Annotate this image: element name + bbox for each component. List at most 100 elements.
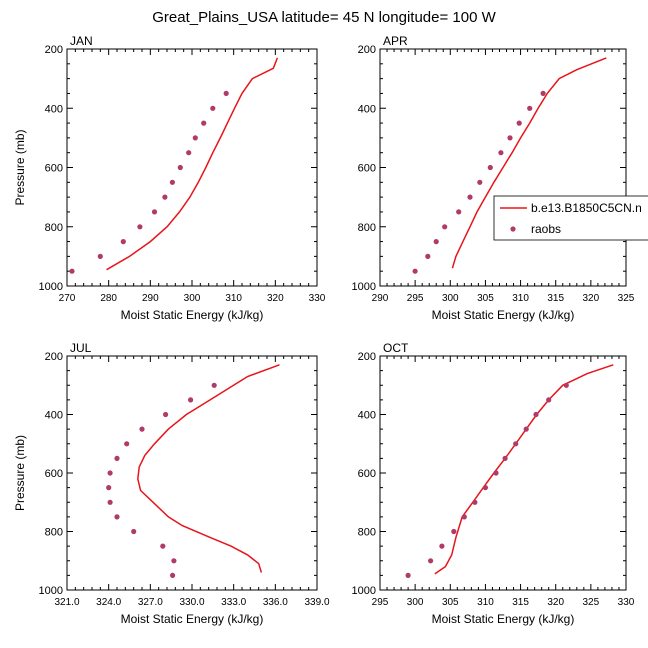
raobs-point (502, 455, 508, 461)
raobs-point (482, 485, 488, 491)
raobs-point (507, 135, 513, 141)
x-tick-label: 300 (407, 597, 424, 608)
x-tick-label: 300 (442, 293, 459, 304)
raobs-point (412, 268, 418, 274)
x-tick-label: 295 (407, 293, 424, 304)
raobs-point (442, 224, 448, 230)
y-tick-label: 600 (45, 468, 63, 480)
raobs-point (114, 514, 120, 520)
raobs-point (124, 441, 130, 447)
panel-frame (66, 355, 318, 591)
x-tick-label: 333.0 (221, 597, 246, 608)
x-tick-label: 320 (267, 293, 284, 304)
raobs-point (162, 194, 168, 200)
y-tick-label: 400 (358, 103, 376, 115)
raobs-point (114, 455, 120, 461)
raobs-point (210, 105, 216, 111)
x-tick-label: 325 (583, 597, 600, 608)
x-tick-label: 280 (100, 293, 117, 304)
raobs-point (472, 499, 478, 505)
panel-title: JAN (70, 34, 93, 48)
x-axis-label: Moist Static Energy (kJ/kg) (121, 612, 264, 626)
x-tick-label: 310 (512, 293, 529, 304)
x-tick-label: 320 (583, 293, 600, 304)
raobs-point (107, 470, 113, 476)
raobs-point (151, 209, 158, 215)
x-tick-label: 330 (618, 597, 635, 608)
x-tick-label: 305 (442, 597, 459, 608)
panel-title: APR (383, 34, 408, 48)
x-tick-label: 327.0 (138, 597, 163, 608)
raobs-point (467, 194, 473, 200)
raobs-point (192, 135, 198, 141)
x-tick-label: 325 (618, 293, 635, 304)
x-tick-label: 290 (372, 293, 389, 304)
x-tick-label: 330.0 (179, 597, 204, 608)
y-tick-label: 800 (358, 222, 376, 234)
raobs-point (405, 572, 411, 579)
raobs-point (540, 90, 546, 96)
x-tick-label: 270 (59, 293, 76, 304)
y-axis-label: Pressure (mb) (13, 129, 27, 205)
panel-title: OCT (383, 341, 409, 355)
model-line (137, 364, 280, 573)
x-tick-label: 324.0 (96, 597, 121, 608)
legend-model-label: b.e13.B1850C5CN.n (531, 201, 642, 215)
x-tick-label: 321.0 (54, 597, 79, 608)
x-tick-label: 305 (477, 293, 494, 304)
y-tick-label: 400 (358, 410, 376, 422)
raobs-point (160, 543, 166, 549)
raobs-point (137, 224, 143, 230)
y-tick-label: 1000 (352, 585, 376, 597)
panel-oct: OCT 295 300 305 310 315 320 325 330 200 400 600 800 1… (352, 341, 635, 626)
y-tick-label: 600 (45, 163, 63, 175)
raobs-point (169, 179, 175, 185)
x-tick-label: 315 (512, 597, 529, 608)
x-tick-label: 336.0 (263, 597, 288, 608)
raobs-point (546, 397, 552, 403)
y-tick-label: 800 (45, 527, 63, 539)
raobs-point (163, 411, 169, 418)
raobs-point (425, 253, 431, 259)
model-line (106, 57, 279, 271)
y-tick-label: 800 (45, 222, 63, 234)
raobs-point (513, 441, 519, 447)
legend-obs-label: raobs (531, 222, 561, 236)
y-tick-label: 600 (358, 468, 376, 480)
raobs-point (69, 268, 75, 274)
raobs-point (131, 528, 137, 535)
raobs-point (170, 572, 176, 579)
panel-apr: APR 290 295 300 305 310 315 320 325 200 400 600 800 1… (352, 34, 635, 322)
raobs-point (533, 411, 539, 418)
raobs-point (211, 382, 217, 388)
panel-jul: JUL 321.0 324.0 327.0 330.0 333.0 336.0 339.0 20… (13, 341, 330, 626)
panel-jan: JAN 270 280 290 300 310 320 330 200 400 600 800 1000… (13, 34, 326, 322)
raobs-point (487, 164, 493, 171)
raobs-point (527, 105, 533, 111)
model-line (434, 364, 614, 575)
y-axis-label: Pressure (mb) (13, 435, 27, 511)
x-tick-label: 310 (225, 293, 242, 304)
y-tick-label: 600 (358, 163, 376, 175)
x-tick-label: 295 (372, 597, 389, 608)
x-tick-label: 290 (142, 293, 159, 304)
legend: b.e13.B1850C5CN.n raobs (493, 195, 648, 241)
raobs-point (188, 397, 194, 403)
raobs-point (456, 209, 462, 215)
raobs-point (523, 426, 529, 432)
legend-obs-marker (510, 226, 516, 232)
panel-frame (379, 355, 627, 591)
raobs-point (451, 528, 457, 535)
raobs-point (477, 179, 483, 185)
raobs-point (439, 543, 445, 549)
raobs-point (563, 382, 569, 388)
x-tick-label: 330 (309, 293, 326, 304)
y-tick-label: 400 (45, 103, 63, 115)
raobs-point (177, 164, 183, 171)
x-axis-label: Moist Static Energy (kJ/kg) (432, 308, 575, 322)
raobs-point (186, 150, 192, 156)
raobs-point (139, 426, 145, 432)
raobs-point (223, 90, 229, 96)
raobs-point (516, 120, 522, 126)
